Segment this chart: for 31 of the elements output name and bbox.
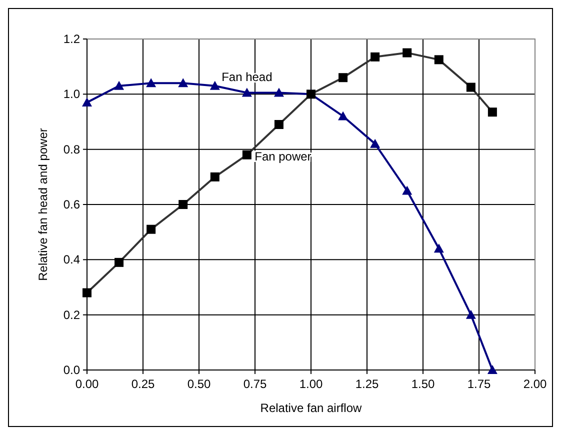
x-tick-label: 0.50	[187, 377, 211, 391]
x-axis-title: Relative fan airflow	[260, 401, 362, 415]
point	[402, 186, 412, 195]
x-tick-label: 0.00	[75, 377, 99, 391]
y-tick-label: 0.4	[63, 252, 80, 267]
y-tick-label: 0.2	[63, 308, 80, 322]
y-tick-label: 0.6	[63, 198, 80, 212]
x-tick-label: 0.25	[131, 377, 155, 391]
y-tick-label: 0.0	[63, 363, 80, 377]
x-tick-label: 1.00	[299, 377, 323, 391]
x-tick-label: 1.75	[467, 377, 491, 391]
point	[434, 244, 444, 253]
point	[178, 78, 188, 88]
point	[487, 365, 498, 374]
y-axis-title: Relative fan head and power	[36, 128, 50, 281]
point	[466, 310, 476, 319]
y-tick-label: 1.2	[63, 32, 80, 46]
point	[146, 78, 156, 88]
x-tick-label: 0.75	[243, 377, 267, 391]
point	[338, 111, 348, 120]
x-tick-label: 1.25	[355, 377, 379, 391]
x-tick-label: 1.50	[411, 377, 435, 391]
point	[274, 88, 284, 97]
point	[210, 80, 220, 90]
x-tick-label: 2.00	[523, 377, 547, 391]
point	[242, 88, 252, 97]
y-tick-label: 1.0	[63, 87, 80, 102]
point	[114, 80, 124, 90]
point	[82, 97, 92, 106]
y-tick-label: 0.8	[63, 142, 80, 156]
point	[370, 138, 380, 148]
